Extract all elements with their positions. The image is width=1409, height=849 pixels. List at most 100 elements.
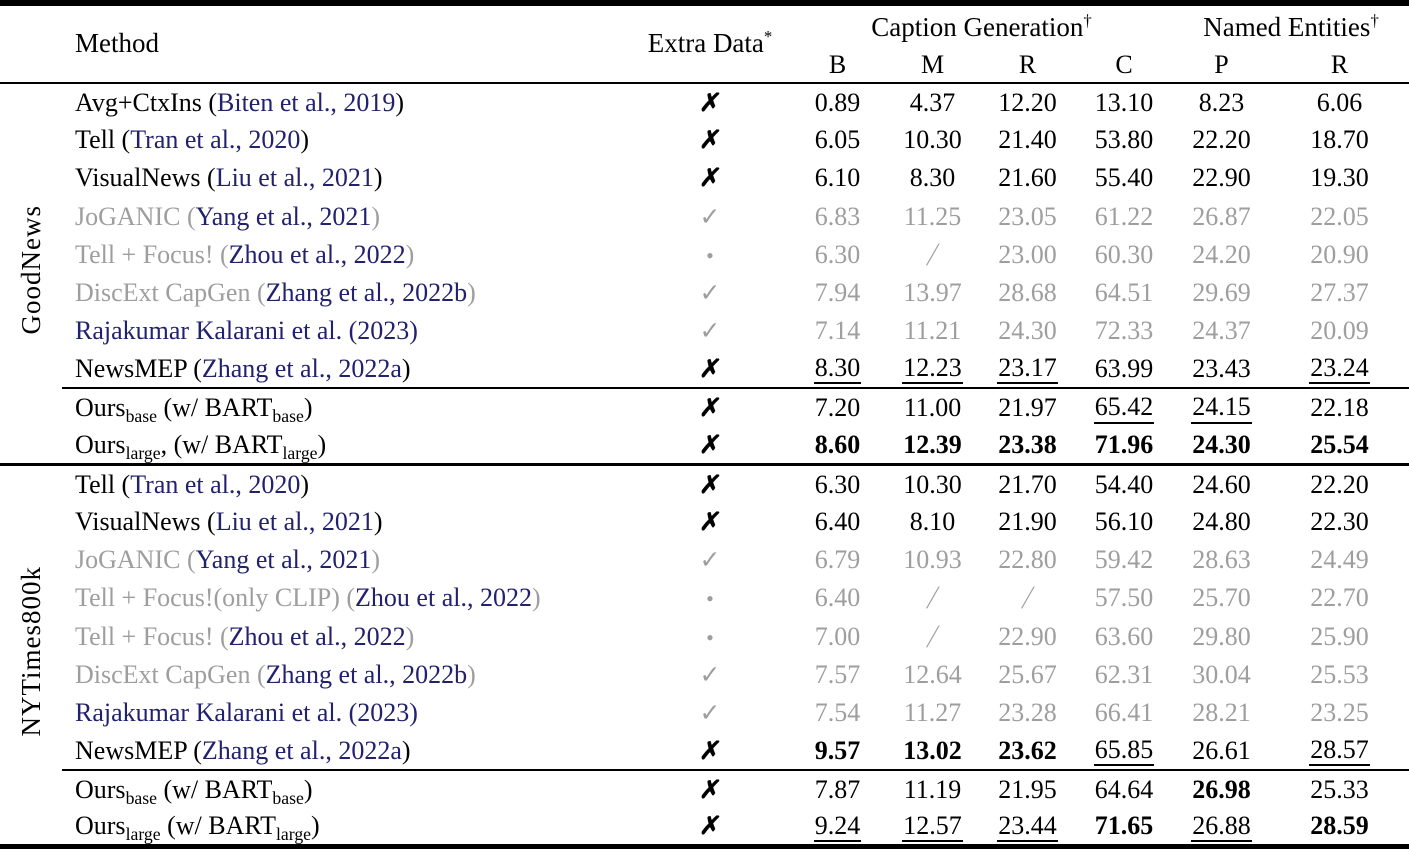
metric-value: 22.20 — [1173, 121, 1270, 159]
method-text: VisualNews ( — [75, 163, 216, 193]
citation-link[interactable]: Tran et al., 2020 — [130, 125, 301, 155]
extra-data-cell: ✗ — [630, 503, 790, 541]
metric-value: 7.54 — [790, 694, 885, 732]
metric-value: 25.70 — [1173, 579, 1270, 617]
metric-value: 24.30 — [1173, 427, 1270, 465]
metric-value: 6.40 — [790, 579, 885, 617]
extra-data-cell: ✓ — [630, 312, 790, 350]
extra-data-cell: ✗ — [630, 83, 790, 121]
cross-icon: ✗ — [697, 355, 723, 383]
citation-link[interactable]: Rajakumar Kalarani et al. (2023) — [75, 697, 418, 727]
subcol-header-5-r: R — [1270, 49, 1409, 84]
citation-link[interactable]: Zhou et al., 2022 — [355, 583, 532, 613]
metric-number: 60.30 — [1094, 239, 1154, 269]
method-text: JoGANIC ( — [75, 201, 196, 231]
method-cell: Rajakumar Kalarani et al. (2023) — [62, 312, 630, 350]
citation-link[interactable]: Liu et al., 2021 — [215, 163, 374, 193]
metric-number: 25.70 — [1192, 583, 1251, 613]
table-row: JoGANIC (Yang et al., 2021) ✓ 6.83 11.25 23.… — [0, 198, 1409, 236]
cross-icon: ✗ — [697, 471, 723, 499]
method-cell: Tell (Tran et al., 2020) — [62, 121, 630, 159]
metric-value: 28.63 — [1173, 541, 1270, 579]
method-text: Ours — [75, 811, 126, 841]
metric-number: 22.20 — [1192, 125, 1251, 155]
metric-value: 53.80 — [1075, 121, 1173, 159]
bullet-icon: • — [706, 242, 714, 268]
metric-number: 21.40 — [998, 125, 1057, 155]
bullet-icon: • — [706, 624, 714, 650]
metric-value: 21.70 — [980, 463, 1075, 503]
extra-data-cell: ✓ — [630, 274, 790, 312]
col-header-extra-data: Extra Data* — [630, 3, 790, 84]
metric-value: 28.68 — [980, 274, 1075, 312]
metric-number: 6.83 — [814, 201, 861, 231]
metric-number: 65.42 — [1093, 393, 1155, 424]
metric-value: 23.43 — [1173, 350, 1270, 388]
citation-link[interactable]: Zhang et al., 2022b — [265, 277, 468, 307]
table-row: DiscExt CapGen (Zhang et al., 2022b) ✓ 7.9… — [0, 274, 1409, 312]
metric-value: 23.24 — [1270, 350, 1409, 388]
extra-data-cell: ✗ — [630, 159, 790, 197]
method-cell: Tell + Focus! (Zhou et al., 2022) — [62, 617, 630, 655]
method-text: (w/ BART — [156, 392, 273, 422]
metric-value: 22.90 — [1173, 159, 1270, 197]
metric-value: 6.10 — [790, 159, 885, 197]
metric-number: 28.63 — [1192, 545, 1251, 575]
metric-value: 22.20 — [1270, 463, 1409, 503]
table-row: VisualNews (Liu et al., 2021) ✗ 6.40 8.10 21… — [0, 503, 1409, 541]
cross-icon: ✗ — [697, 737, 723, 765]
metric-value: 11.19 — [885, 769, 980, 809]
metric-number: 55.40 — [1094, 163, 1154, 193]
metric-number: 7.00 — [814, 621, 861, 651]
citation-link[interactable]: Rajakumar Kalarani et al. (2023) — [75, 316, 418, 346]
metric-value: 64.51 — [1075, 274, 1173, 312]
metric-value: 6.40 — [790, 503, 885, 541]
metric-value: 65.85 — [1075, 732, 1173, 770]
metric-value: 10.30 — [885, 121, 980, 159]
table-row: VisualNews (Liu et al., 2021) ✗ 6.10 8.30 21… — [0, 159, 1409, 197]
metric-value: 20.90 — [1270, 236, 1409, 274]
metric-value: 13.02 — [885, 732, 980, 770]
metric-number: 25.67 — [998, 659, 1057, 689]
extra-data-cell: ✗ — [630, 121, 790, 159]
citation-link[interactable]: Zhang et al., 2022a — [201, 353, 402, 383]
metric-value: 22.80 — [980, 541, 1075, 579]
metric-number: 25.33 — [1310, 774, 1369, 804]
method-cell: Avg+CtxIns (Biten et al., 2019) — [62, 83, 630, 121]
citation-link[interactable]: Yang et al., 2021 — [195, 545, 372, 575]
citation-link[interactable]: Biten et al., 2019 — [217, 87, 396, 117]
metric-value: 23.25 — [1270, 694, 1409, 732]
metric-number: 57.50 — [1094, 583, 1154, 613]
metric-value: 12.20 — [980, 83, 1075, 121]
metric-number: 12.23 — [902, 354, 963, 385]
metric-number: 6.79 — [814, 545, 861, 575]
metric-number: 23.44 — [997, 811, 1058, 842]
metric-number: 63.60 — [1094, 621, 1154, 651]
citation-link[interactable]: Tran et al., 2020 — [130, 469, 301, 499]
metric-number: 59.42 — [1094, 545, 1154, 575]
method-cell: Oursbase (w/ BARTbase) — [62, 769, 630, 809]
metric-number: 18.70 — [1310, 125, 1369, 155]
method-text: Ours — [75, 429, 126, 459]
citation-link[interactable]: Zhou et al., 2022 — [228, 621, 406, 651]
metric-number: 6.30 — [814, 239, 861, 269]
metric-number: 71.65 — [1094, 811, 1154, 841]
method-cell: Rajakumar Kalarani et al. (2023) — [62, 694, 630, 732]
extra-data-cell: ✗ — [630, 463, 790, 503]
dagger-footnote-marker: † — [1370, 10, 1379, 30]
metric-number: 21.97 — [998, 392, 1057, 422]
citation-link[interactable]: Liu et al., 2021 — [215, 507, 374, 536]
metric-value: 25.54 — [1270, 427, 1409, 465]
method-text: (w/ BART — [156, 774, 273, 804]
metric-number: 23.25 — [1310, 697, 1369, 727]
method-cell: DiscExt CapGen (Zhang et al., 2022b) — [62, 274, 630, 312]
citation-link[interactable]: Zhang et al., 2022b — [265, 659, 468, 689]
metric-value: 10.30 — [885, 463, 980, 503]
citation-link[interactable]: Zhou et al., 2022 — [228, 239, 406, 269]
citation-link[interactable]: Zhang et al., 2022a — [201, 735, 402, 765]
citation-link[interactable]: Yang et al., 2021 — [195, 201, 372, 231]
cross-icon: ✗ — [697, 813, 723, 841]
metric-number: 6.30 — [814, 469, 861, 499]
method-text: ) — [317, 429, 327, 459]
